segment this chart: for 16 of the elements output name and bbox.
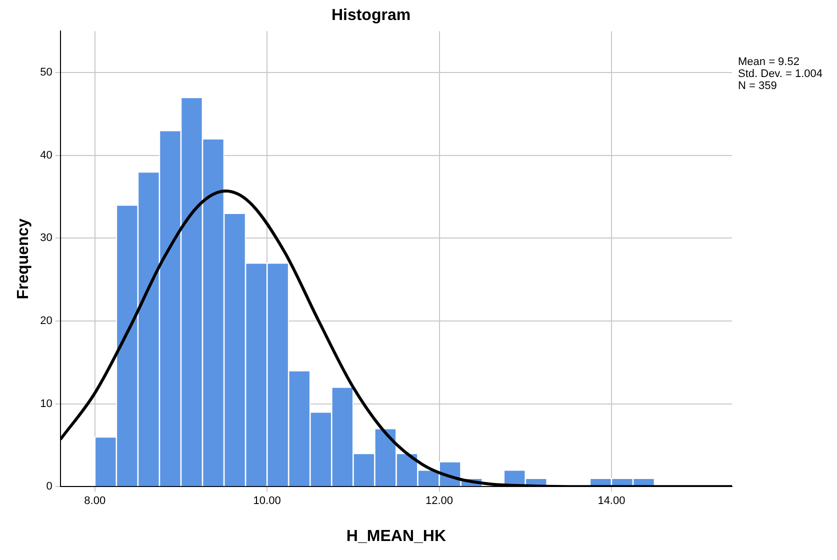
text: N = 359 [738, 80, 778, 92]
y-axis-title: Frequency [15, 218, 32, 300]
chart-title: Histogram [331, 7, 411, 24]
text: Mean = 9.52 [738, 56, 800, 68]
y-tick-label: 20 [40, 315, 52, 328]
y-tick-label: 0 [46, 480, 52, 493]
x-axis-title: H_MEAN_HK [346, 528, 446, 545]
y-tick-label: 40 [40, 149, 52, 162]
x-tick-label: 10.00 [253, 495, 281, 508]
x-tick-label: 8.00 [84, 495, 106, 508]
y-tick-label: 30 [40, 232, 52, 244]
text: Std. Dev. = 1.004 [738, 68, 822, 80]
x-tick-label: 12.00 [426, 495, 454, 508]
y-tick-label: 50 [40, 66, 52, 79]
x-tick-label: 14.00 [598, 495, 626, 508]
y-tick-label: 10 [40, 398, 52, 410]
